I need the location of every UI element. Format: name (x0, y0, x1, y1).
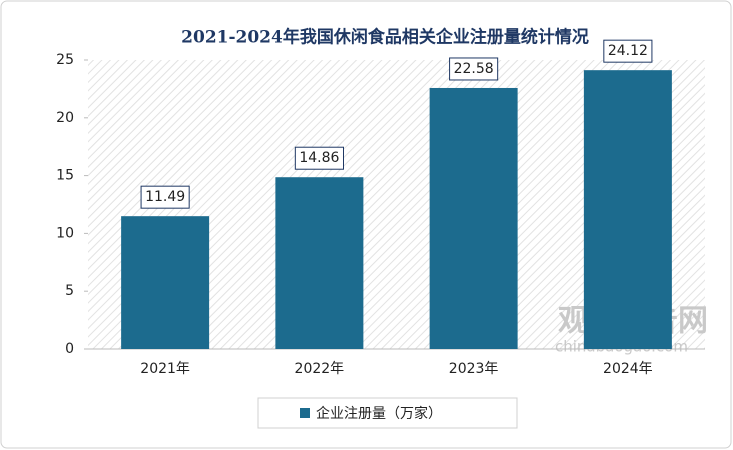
y-tick-label: 5 (65, 283, 74, 299)
x-tick-label: 2021年 (140, 361, 190, 377)
value-label: 11.49 (145, 189, 185, 205)
bar (429, 87, 518, 350)
bar (275, 177, 364, 349)
x-tick-label: 2022年 (295, 361, 345, 377)
value-label-box (140, 185, 190, 209)
chart-title: 2021-2024年我国休闲食品相关企业注册量统计情况 (181, 27, 589, 48)
value-label: 24.12 (608, 43, 648, 59)
x-tick-label: 2023年 (449, 361, 499, 377)
y-tick-label: 20 (56, 110, 74, 126)
y-tick-label: 25 (56, 52, 74, 68)
bar (121, 216, 210, 349)
bar (583, 70, 672, 350)
value-label-box (603, 39, 653, 63)
value-label-box (294, 146, 344, 170)
value-label: 22.58 (454, 61, 494, 77)
value-label: 14.86 (299, 150, 339, 166)
legend-label: 企业注册量（万家） (316, 405, 442, 422)
y-tick-label: 0 (65, 341, 74, 357)
x-tick-label: 2024年 (603, 361, 653, 377)
value-label-box (449, 57, 499, 81)
y-tick-label: 15 (56, 168, 74, 184)
legend-swatch (300, 408, 310, 418)
y-tick-label: 10 (56, 225, 74, 241)
